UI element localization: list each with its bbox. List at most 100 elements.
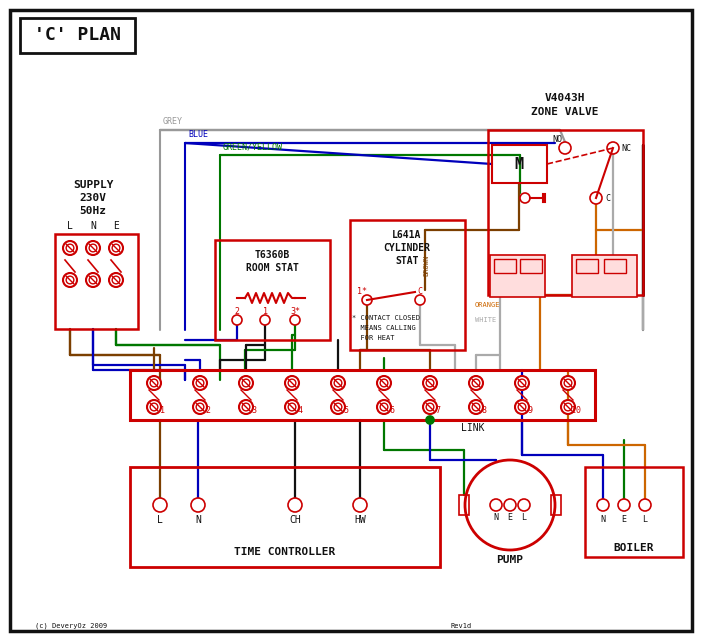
Text: * CONTACT CLOSED: * CONTACT CLOSED bbox=[352, 315, 420, 321]
Text: 1: 1 bbox=[263, 306, 267, 315]
Circle shape bbox=[331, 400, 345, 414]
Text: E: E bbox=[508, 513, 512, 522]
Circle shape bbox=[564, 379, 572, 387]
Circle shape bbox=[193, 400, 207, 414]
Text: 4: 4 bbox=[298, 406, 303, 415]
Circle shape bbox=[415, 295, 425, 305]
Text: C: C bbox=[605, 194, 610, 203]
Circle shape bbox=[334, 379, 342, 387]
Text: 10: 10 bbox=[571, 406, 581, 415]
Circle shape bbox=[597, 499, 609, 511]
Text: FOR HEAT: FOR HEAT bbox=[352, 335, 395, 341]
Circle shape bbox=[66, 276, 74, 284]
Circle shape bbox=[242, 379, 250, 387]
Circle shape bbox=[288, 403, 296, 411]
Circle shape bbox=[331, 376, 345, 390]
Text: 1*: 1* bbox=[357, 287, 367, 296]
Bar bbox=[350, 220, 465, 350]
Circle shape bbox=[150, 403, 158, 411]
Text: N: N bbox=[494, 513, 498, 522]
Bar bbox=[20, 18, 135, 53]
Text: NO: NO bbox=[552, 135, 562, 144]
Bar bbox=[551, 495, 561, 515]
Text: GREEN/YELLOW: GREEN/YELLOW bbox=[223, 142, 283, 151]
Text: BLUE: BLUE bbox=[188, 130, 208, 139]
Circle shape bbox=[147, 400, 161, 414]
Text: PUMP: PUMP bbox=[496, 555, 524, 565]
Text: SUPPLY: SUPPLY bbox=[73, 180, 113, 190]
Circle shape bbox=[561, 376, 575, 390]
Bar bbox=[215, 240, 330, 340]
Circle shape bbox=[472, 379, 480, 387]
Circle shape bbox=[109, 273, 123, 287]
Circle shape bbox=[239, 376, 253, 390]
Circle shape bbox=[66, 244, 74, 252]
Bar bbox=[130, 467, 440, 567]
Text: C: C bbox=[418, 287, 423, 296]
Text: CYLINDER: CYLINDER bbox=[383, 243, 430, 253]
Text: E: E bbox=[621, 515, 626, 524]
Circle shape bbox=[469, 376, 483, 390]
Text: WHITE: WHITE bbox=[475, 317, 496, 323]
Text: L: L bbox=[67, 221, 73, 231]
Circle shape bbox=[607, 142, 619, 154]
Text: 50Hz: 50Hz bbox=[79, 206, 107, 216]
Bar bbox=[490, 255, 545, 297]
Circle shape bbox=[242, 403, 250, 411]
Circle shape bbox=[239, 400, 253, 414]
Text: 'C' PLAN: 'C' PLAN bbox=[34, 26, 121, 44]
Circle shape bbox=[465, 460, 555, 550]
Text: ROOM STAT: ROOM STAT bbox=[246, 263, 298, 273]
Text: N: N bbox=[90, 221, 96, 231]
Text: L: L bbox=[522, 513, 526, 522]
Circle shape bbox=[150, 379, 158, 387]
Circle shape bbox=[490, 499, 502, 511]
Circle shape bbox=[504, 499, 516, 511]
Bar bbox=[520, 259, 542, 273]
Circle shape bbox=[515, 376, 529, 390]
Circle shape bbox=[147, 376, 161, 390]
Bar bbox=[55, 234, 138, 329]
Bar bbox=[572, 255, 637, 297]
Text: 230V: 230V bbox=[79, 193, 107, 203]
Circle shape bbox=[86, 241, 100, 255]
Circle shape bbox=[377, 376, 391, 390]
Text: L: L bbox=[157, 515, 163, 525]
Circle shape bbox=[564, 403, 572, 411]
Circle shape bbox=[288, 498, 302, 512]
Circle shape bbox=[515, 400, 529, 414]
Circle shape bbox=[193, 376, 207, 390]
Text: N: N bbox=[600, 515, 606, 524]
Text: (c) DeveryOz 2009: (c) DeveryOz 2009 bbox=[35, 623, 107, 629]
Text: ORANGE: ORANGE bbox=[475, 302, 501, 308]
Circle shape bbox=[362, 295, 372, 305]
Circle shape bbox=[559, 142, 571, 154]
Text: NC: NC bbox=[621, 144, 631, 153]
Text: MEANS CALLING: MEANS CALLING bbox=[352, 325, 416, 331]
Text: M: M bbox=[515, 156, 524, 172]
Text: 3: 3 bbox=[251, 406, 256, 415]
Text: 2: 2 bbox=[234, 306, 239, 315]
Circle shape bbox=[469, 400, 483, 414]
Text: V4043H: V4043H bbox=[545, 93, 585, 103]
Circle shape bbox=[472, 403, 480, 411]
Text: ZONE VALVE: ZONE VALVE bbox=[531, 107, 599, 117]
Text: GREY: GREY bbox=[163, 117, 183, 126]
Circle shape bbox=[153, 498, 167, 512]
Circle shape bbox=[518, 403, 526, 411]
Bar bbox=[488, 130, 643, 295]
Text: 3*: 3* bbox=[290, 306, 300, 315]
Circle shape bbox=[89, 244, 97, 252]
Text: 8: 8 bbox=[482, 406, 486, 415]
Text: 2: 2 bbox=[206, 406, 211, 415]
Circle shape bbox=[290, 315, 300, 325]
Circle shape bbox=[232, 315, 242, 325]
Bar bbox=[585, 467, 683, 557]
Text: STAT: STAT bbox=[395, 256, 419, 266]
Text: HW: HW bbox=[354, 515, 366, 525]
Circle shape bbox=[196, 403, 204, 411]
Text: BROWN: BROWN bbox=[423, 254, 429, 276]
Circle shape bbox=[112, 244, 120, 252]
Text: N: N bbox=[195, 515, 201, 525]
Circle shape bbox=[561, 400, 575, 414]
